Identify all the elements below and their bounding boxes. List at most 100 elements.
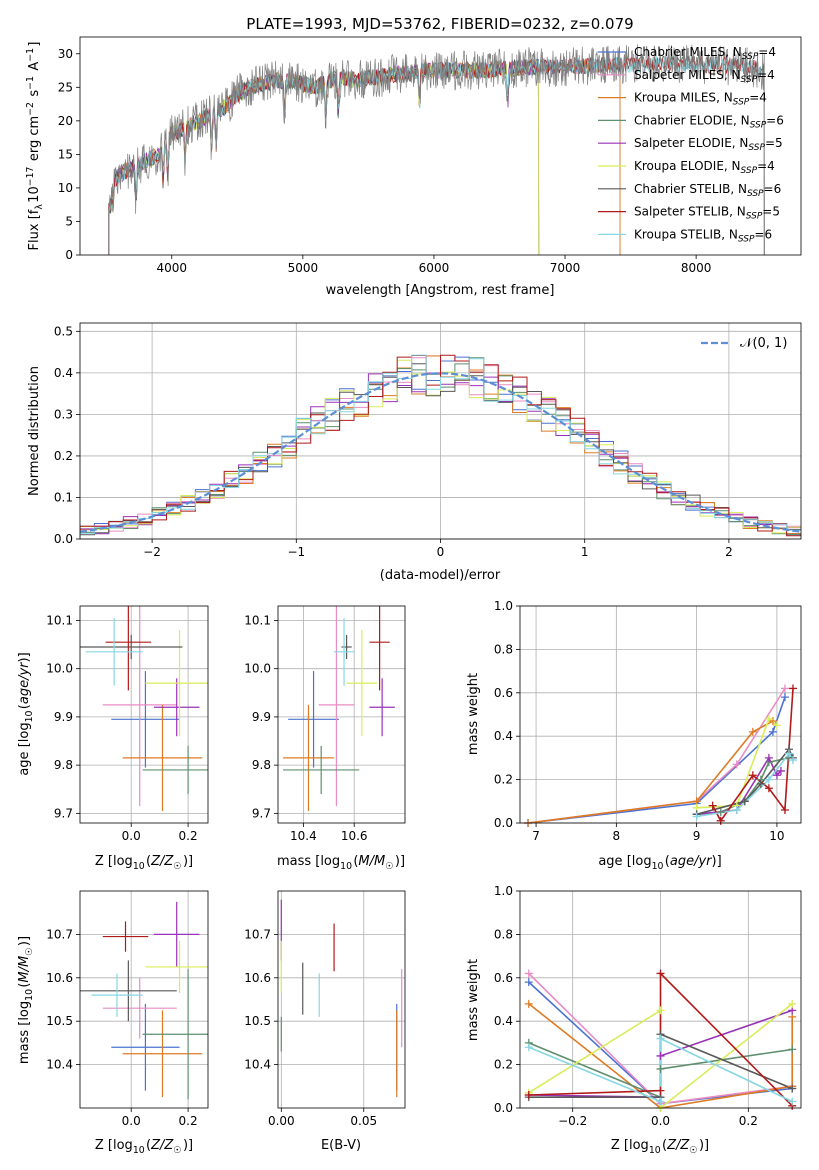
plus-marker: [788, 1084, 797, 1093]
y-tick-label: 0.4: [494, 1014, 513, 1028]
plus-marker: [764, 784, 773, 793]
axes-residuals: −2 −1 0 1 2 0.0 0.1 0.2 0.3 0.4 0.5 𝒩(0, 1) (data-mo…: [27, 322, 802, 583]
legend-entry: Chabrier MILES, NSSP=4: [634, 45, 776, 62]
plus-marker: [708, 801, 717, 810]
plot-area: [80, 354, 801, 539]
plus-marker: [524, 999, 533, 1008]
y-tick-label: 0.2: [494, 773, 513, 787]
plus-marker: [784, 749, 793, 758]
plus-marker: [748, 727, 757, 736]
plus-marker: [764, 753, 773, 762]
plus-marker: [788, 684, 797, 693]
x-tick-label: 0.2: [179, 829, 198, 843]
plus-marker: [656, 1006, 665, 1015]
legend-entry: Chabrier STELIB, NSSP=6: [634, 182, 781, 199]
axes-frame: [519, 605, 802, 824]
plus-marker: [788, 999, 797, 1008]
plus-marker: [716, 816, 725, 825]
x-tick-label: 4000: [156, 261, 187, 275]
y-tick-label: 0.8: [494, 927, 513, 941]
plus-marker: [656, 1064, 665, 1073]
x-tick-label: 0.05: [350, 1114, 377, 1128]
x-tick-label: 0.0: [122, 829, 141, 843]
plus-marker: [524, 1090, 533, 1099]
x-tick-label: 10: [769, 829, 784, 843]
axes-frame: [79, 322, 802, 540]
spectrum-observed-line: [108, 44, 765, 255]
x-axis-label: Z [log10 (Z/Z☉ )]: [95, 1138, 193, 1156]
x-tick-label: 5000: [288, 261, 319, 275]
axes-frame: [277, 605, 406, 824]
axes-mass_vs_ebv: 0.00 0.05 10.4 10.5 10.6 10.7 E(B-V): [244, 890, 406, 1153]
y-tick-label: 0.8: [494, 642, 513, 656]
legend-entry: 𝒩(0, 1): [740, 336, 787, 351]
plus-marker: [656, 969, 665, 978]
plot-area: [80, 901, 208, 1100]
y-tick-label: 9.7: [252, 806, 271, 820]
y-tick-label: 10.6: [244, 971, 271, 985]
axes-spectrum: 4000 5000 6000 7000 8000 0 5 10 15 20 25 30 Chabrier…: [25, 36, 802, 298]
y-tick-label: 10.1: [46, 613, 73, 627]
y-tick-label: 9.9: [252, 710, 271, 724]
plus-marker: [740, 797, 749, 806]
y-tick-label: 1.0: [494, 884, 513, 898]
y-axis-label: mass weight: [466, 673, 481, 755]
y-tick-label: 0.2: [54, 449, 73, 463]
x-axis-label: age [log10 (age/yr)]: [598, 854, 721, 872]
y-tick-label: 9.7: [54, 806, 73, 820]
x-tick-label: 0.00: [268, 1114, 295, 1128]
x-axis-label: mass [log10 (M/M☉ )]: [277, 854, 405, 872]
y-axis-label: Flux [fλ 10−17 erg cm−2 s−1 A−1 ]: [25, 42, 45, 251]
x-axis-label: E(B-V): [321, 1138, 361, 1153]
axes-mass_weight_vs_Z: −0.2 0.0 0.2 0.0 0.2 0.4 0.6 0.8 1.0 Z [log10 (Z/…: [466, 884, 802, 1156]
y-tick-label: 10.6: [46, 971, 73, 985]
plus-marker: [780, 693, 789, 702]
mass-weight-line: [527, 720, 774, 823]
y-tick-label: 10.0: [244, 662, 271, 676]
x-tick-label: 0.0: [651, 1114, 670, 1128]
x-tick-label: 0.2: [739, 1114, 758, 1128]
plus-marker: [788, 756, 797, 765]
legend-entry: Chabrier ELODIE, NSSP=6: [634, 113, 784, 130]
plot-area: [80, 606, 208, 811]
y-tick-label: 1.0: [494, 599, 513, 613]
plus-marker: [772, 721, 781, 730]
y-tick-label: 10.0: [46, 662, 73, 676]
x-tick-label: 10.4: [290, 829, 317, 843]
y-tick-label: 0.2: [494, 1058, 513, 1072]
mass-weight-line: [527, 696, 786, 823]
x-tick-label: 8: [613, 829, 621, 843]
plus-marker: [764, 775, 773, 784]
plus-marker: [656, 1097, 665, 1106]
plus-marker: [732, 760, 741, 769]
y-tick-label: 10.1: [244, 613, 271, 627]
plus-marker: [716, 808, 725, 817]
x-tick-label: 2: [725, 545, 733, 559]
plus-marker: [788, 1045, 797, 1054]
y-tick-label: 0.1: [54, 490, 73, 504]
y-tick-label: 10: [58, 181, 73, 195]
x-tick-label: 0.2: [179, 1114, 198, 1128]
x-tick-label: 8000: [681, 261, 712, 275]
plot-area: [108, 44, 765, 255]
plot-area: [280, 899, 403, 1098]
plus-marker: [656, 1034, 665, 1043]
y-tick-label: 9.8: [252, 758, 271, 772]
axes-mass_weight_vs_age: 7 8 9 10 0.0 0.2 0.4 0.6 0.8 1.0 age [log10 (age/y…: [466, 599, 802, 872]
plus-marker: [748, 771, 757, 780]
y-tick-label: 15: [58, 147, 73, 161]
y-tick-label: 10.4: [244, 1058, 271, 1072]
y-tick-label: 9.9: [54, 710, 73, 724]
y-tick-label: 5: [65, 214, 73, 228]
x-axis-label: Z [log10 (Z/Z☉ )]: [611, 1138, 709, 1156]
y-tick-label: 10.7: [244, 927, 271, 941]
histogram-step-line: [80, 354, 801, 539]
y-tick-label: 0.5: [54, 324, 73, 338]
plus-marker: [524, 978, 533, 987]
y-tick-label: 20: [58, 114, 73, 128]
y-tick-label: 0.0: [494, 816, 513, 830]
y-tick-label: 0.0: [54, 532, 73, 546]
plus-marker: [780, 684, 789, 693]
plus-marker: [788, 1097, 797, 1106]
